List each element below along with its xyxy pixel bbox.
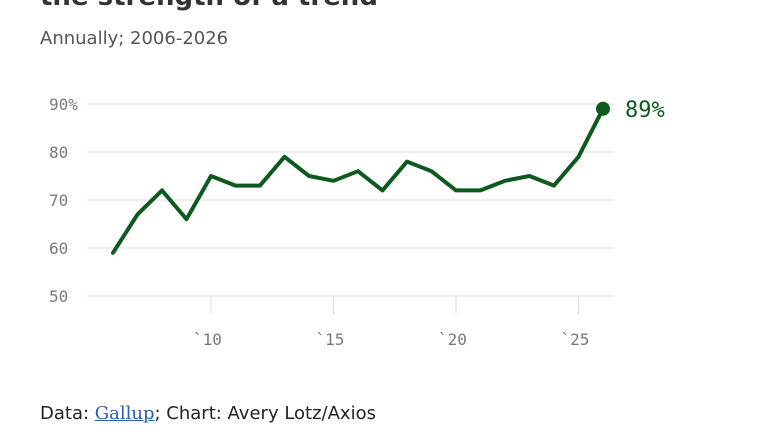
source-link[interactable]: Gallup: [94, 403, 155, 424]
y-tick-label: 50: [49, 287, 68, 306]
y-tick-label: 60: [49, 239, 68, 258]
chart-title-partial: the strength of a trend: [40, 0, 378, 12]
x-axis-ticks: `10 `15 `20 `25: [193, 296, 589, 349]
chart-subtitle: Annually; 2006-2026: [40, 28, 229, 49]
y-axis-ticks: 50 60 70 80 90%: [49, 95, 78, 306]
x-tick-label: `10: [193, 330, 222, 349]
y-tick-label: 90%: [49, 95, 78, 114]
source-credit: Data: Gallup; Chart: Avery Lotz/Axios: [40, 403, 376, 424]
x-tick-label: `25: [561, 330, 590, 349]
series-layer: [111, 101, 610, 255]
y-tick-label: 70: [49, 191, 68, 210]
x-tick-label: `15: [316, 330, 345, 349]
x-tick-label: `20: [438, 330, 467, 349]
grid-lines: [87, 103, 614, 297]
end-value-label: 89%: [625, 98, 665, 123]
annotation-layer: 89%: [625, 98, 665, 123]
series-line: [111, 106, 605, 255]
source-suffix: ; Chart: Avery Lotz/Axios: [154, 403, 376, 424]
y-tick-label: 80: [49, 143, 68, 162]
source-prefix: Data:: [40, 403, 95, 424]
endpoint-marker: [596, 101, 610, 116]
